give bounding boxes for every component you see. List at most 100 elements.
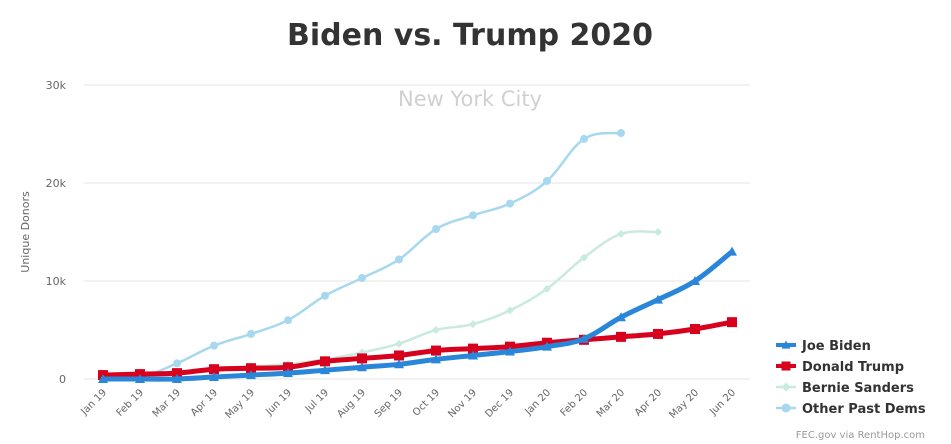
x-tick-label: Jun 20	[707, 387, 738, 418]
legend-swatch-marker[interactable]	[781, 382, 791, 392]
x-tick-label: Feb 20	[559, 387, 591, 419]
data-point-donald-trump[interactable]	[246, 363, 256, 374]
data-point-donald-trump[interactable]	[209, 364, 219, 375]
data-point-other-past-dems[interactable]	[617, 129, 625, 138]
legend-swatch-marker[interactable]	[781, 361, 791, 371]
data-point-joe-biden[interactable]	[653, 294, 663, 304]
y-axis-label: Unique Donors	[19, 191, 32, 273]
data-point-other-past-dems[interactable]	[321, 291, 329, 300]
data-point-other-past-dems[interactable]	[395, 255, 403, 264]
data-point-donald-trump[interactable]	[653, 328, 663, 339]
legend: Joe Biden Donald Trump Bernie Sanders Other…	[776, 339, 926, 417]
data-point-donald-trump[interactable]	[394, 350, 404, 361]
legend-label: Donald Trump	[802, 360, 904, 375]
data-point-donald-trump[interactable]	[320, 356, 330, 367]
legend-item-bernie-sanders[interactable]: Bernie Sanders	[776, 381, 914, 396]
data-point-donald-trump[interactable]	[431, 345, 441, 356]
x-tick-label: Mar 20	[595, 387, 627, 419]
x-tick-label: Mar 19	[151, 387, 183, 419]
data-point-joe-biden[interactable]	[690, 276, 700, 285]
x-tick-label: Dec 19	[483, 387, 516, 420]
data-point-other-past-dems[interactable]	[469, 211, 477, 220]
data-point-donald-trump[interactable]	[616, 331, 626, 342]
chart-title: Biden vs. Trump 2020	[287, 18, 653, 53]
data-point-donald-trump[interactable]	[468, 343, 478, 354]
data-point-other-past-dems[interactable]	[210, 341, 218, 350]
chart-subtitle: New York City	[398, 87, 542, 111]
data-point-joe-biden[interactable]	[209, 372, 219, 382]
data-point-joe-biden[interactable]	[283, 368, 293, 378]
legend-swatch-marker[interactable]	[781, 340, 791, 349]
x-tick-label: Oct 19	[411, 387, 442, 418]
x-tick-label: Feb 19	[115, 387, 147, 419]
data-point-joe-biden[interactable]	[394, 359, 404, 369]
credit-text[interactable]: FEC.gov via RentHop.com	[796, 430, 925, 441]
series-line-joe-biden[interactable]	[100, 249, 735, 382]
x-tick-label: Jan 19	[78, 387, 109, 418]
data-point-joe-biden[interactable]	[246, 370, 256, 380]
data-point-other-past-dems[interactable]	[580, 134, 588, 143]
x-tick-label: May 19	[223, 387, 257, 421]
data-point-joe-biden[interactable]	[468, 350, 478, 360]
y-tick-label: 10k	[46, 275, 67, 288]
legend-swatch-marker[interactable]	[781, 403, 791, 413]
data-point-donald-trump[interactable]	[283, 362, 293, 373]
data-point-donald-trump[interactable]	[357, 353, 367, 364]
legend-item-other-past-dems[interactable]: Other Past Dems	[776, 402, 926, 417]
data-point-other-past-dems[interactable]	[543, 177, 551, 186]
data-point-other-past-dems[interactable]	[358, 274, 366, 283]
y-tick-label: 20k	[46, 177, 67, 190]
data-point-joe-biden[interactable]	[616, 312, 626, 322]
data-point-joe-biden[interactable]	[505, 346, 515, 356]
data-point-other-past-dems[interactable]	[432, 225, 440, 234]
data-point-bernie-sanders[interactable]	[654, 228, 662, 236]
data-point-bernie-sanders[interactable]	[543, 284, 551, 293]
x-tick-label: Nov 19	[446, 387, 479, 420]
data-point-bernie-sanders[interactable]	[506, 306, 514, 315]
data-point-other-past-dems[interactable]	[247, 329, 255, 338]
data-point-donald-trump[interactable]	[727, 317, 737, 328]
x-tick-label: Jan 20	[522, 387, 553, 418]
legend-label: Bernie Sanders	[802, 381, 914, 396]
legend-item-donald-trump[interactable]: Donald Trump	[776, 360, 904, 375]
x-tick-label: Apr 19	[189, 387, 220, 418]
data-point-other-past-dems[interactable]	[173, 359, 181, 368]
legend-item-joe-biden[interactable]: Joe Biden	[776, 339, 871, 354]
data-point-bernie-sanders[interactable]	[580, 253, 588, 262]
data-point-joe-biden[interactable]	[431, 354, 441, 364]
data-point-other-past-dems[interactable]	[284, 316, 292, 325]
data-point-joe-biden[interactable]	[135, 374, 145, 383]
legend-label: Joe Biden	[801, 339, 871, 354]
x-axis: Jan 19 Feb 19 Mar 19 Apr 19 May 19 Jun 19 Jul …	[78, 387, 738, 421]
data-point-joe-biden[interactable]	[357, 362, 367, 372]
y-tick-label: 0	[59, 373, 66, 386]
data-point-donald-trump[interactable]	[172, 368, 182, 379]
data-point-bernie-sanders[interactable]	[432, 326, 440, 334]
x-tick-label: Aug 19	[335, 387, 368, 420]
data-point-other-past-dems[interactable]	[506, 199, 514, 208]
x-tick-label: Jul 19	[303, 387, 331, 415]
series-group	[98, 129, 737, 383]
data-point-donald-trump[interactable]	[690, 324, 700, 335]
data-point-joe-biden[interactable]	[542, 341, 552, 351]
data-point-bernie-sanders[interactable]	[469, 320, 477, 329]
data-point-joe-biden[interactable]	[579, 333, 589, 343]
series-line-donald-trump[interactable]	[100, 319, 735, 378]
legend-label: Other Past Dems	[802, 402, 926, 417]
grid-lines	[84, 84, 750, 380]
x-tick-label: Jun 19	[263, 387, 294, 418]
series-joe-biden	[98, 246, 737, 383]
data-point-bernie-sanders[interactable]	[617, 229, 625, 238]
data-point-joe-biden[interactable]	[727, 246, 737, 256]
x-tick-label: Sep 19	[373, 387, 405, 419]
y-axis-ticks: 0 10k 20k 30k	[46, 79, 67, 386]
y-tick-label: 30k	[46, 79, 67, 92]
data-point-joe-biden[interactable]	[172, 374, 182, 383]
data-point-joe-biden[interactable]	[320, 365, 330, 375]
data-point-bernie-sanders[interactable]	[395, 339, 403, 348]
data-point-joe-biden[interactable]	[98, 374, 108, 383]
x-tick-label: Apr 20	[633, 387, 664, 418]
series-donald-trump	[98, 317, 737, 381]
x-tick-label: May 20	[667, 387, 701, 421]
